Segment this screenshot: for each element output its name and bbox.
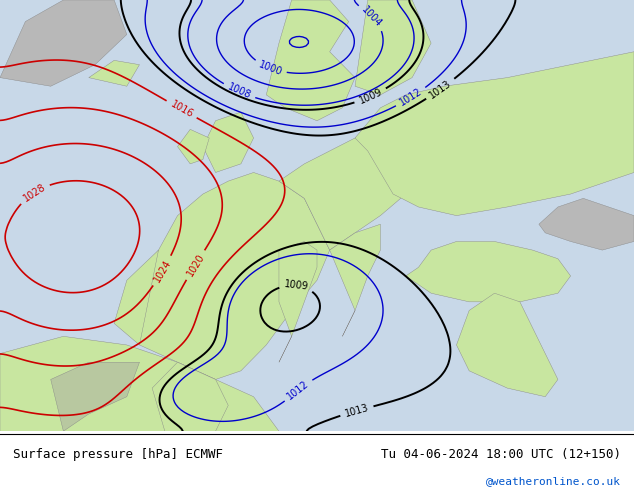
Polygon shape: [355, 0, 431, 95]
Text: 1008: 1008: [226, 82, 252, 101]
Polygon shape: [51, 362, 139, 431]
Text: 1020: 1020: [184, 252, 206, 278]
Polygon shape: [539, 198, 634, 250]
Text: Surface pressure [hPa] ECMWF: Surface pressure [hPa] ECMWF: [13, 448, 223, 461]
Polygon shape: [355, 52, 634, 216]
Polygon shape: [456, 293, 558, 397]
Text: 1009: 1009: [283, 279, 309, 292]
Text: 1013: 1013: [427, 78, 453, 100]
Polygon shape: [406, 242, 571, 302]
Polygon shape: [279, 242, 317, 362]
Polygon shape: [0, 0, 127, 86]
Text: 1024: 1024: [152, 258, 173, 284]
Text: @weatheronline.co.uk: @weatheronline.co.uk: [486, 476, 621, 486]
Text: 1013: 1013: [344, 403, 370, 419]
Text: 1028: 1028: [21, 182, 48, 204]
Polygon shape: [279, 129, 418, 250]
Polygon shape: [203, 112, 254, 172]
Polygon shape: [114, 250, 158, 345]
Polygon shape: [330, 224, 380, 336]
Text: 1012: 1012: [285, 379, 311, 402]
Polygon shape: [266, 0, 355, 121]
Text: Tu 04-06-2024 18:00 UTC (12+150): Tu 04-06-2024 18:00 UTC (12+150): [381, 448, 621, 461]
Polygon shape: [0, 336, 279, 431]
Text: 1012: 1012: [398, 86, 424, 108]
Polygon shape: [152, 362, 228, 431]
Text: 1009: 1009: [358, 87, 384, 106]
Polygon shape: [127, 172, 330, 379]
Text: 1016: 1016: [169, 99, 195, 120]
Text: 1004: 1004: [360, 4, 384, 29]
Text: 1000: 1000: [257, 59, 284, 77]
Polygon shape: [89, 60, 139, 86]
Polygon shape: [178, 129, 209, 164]
